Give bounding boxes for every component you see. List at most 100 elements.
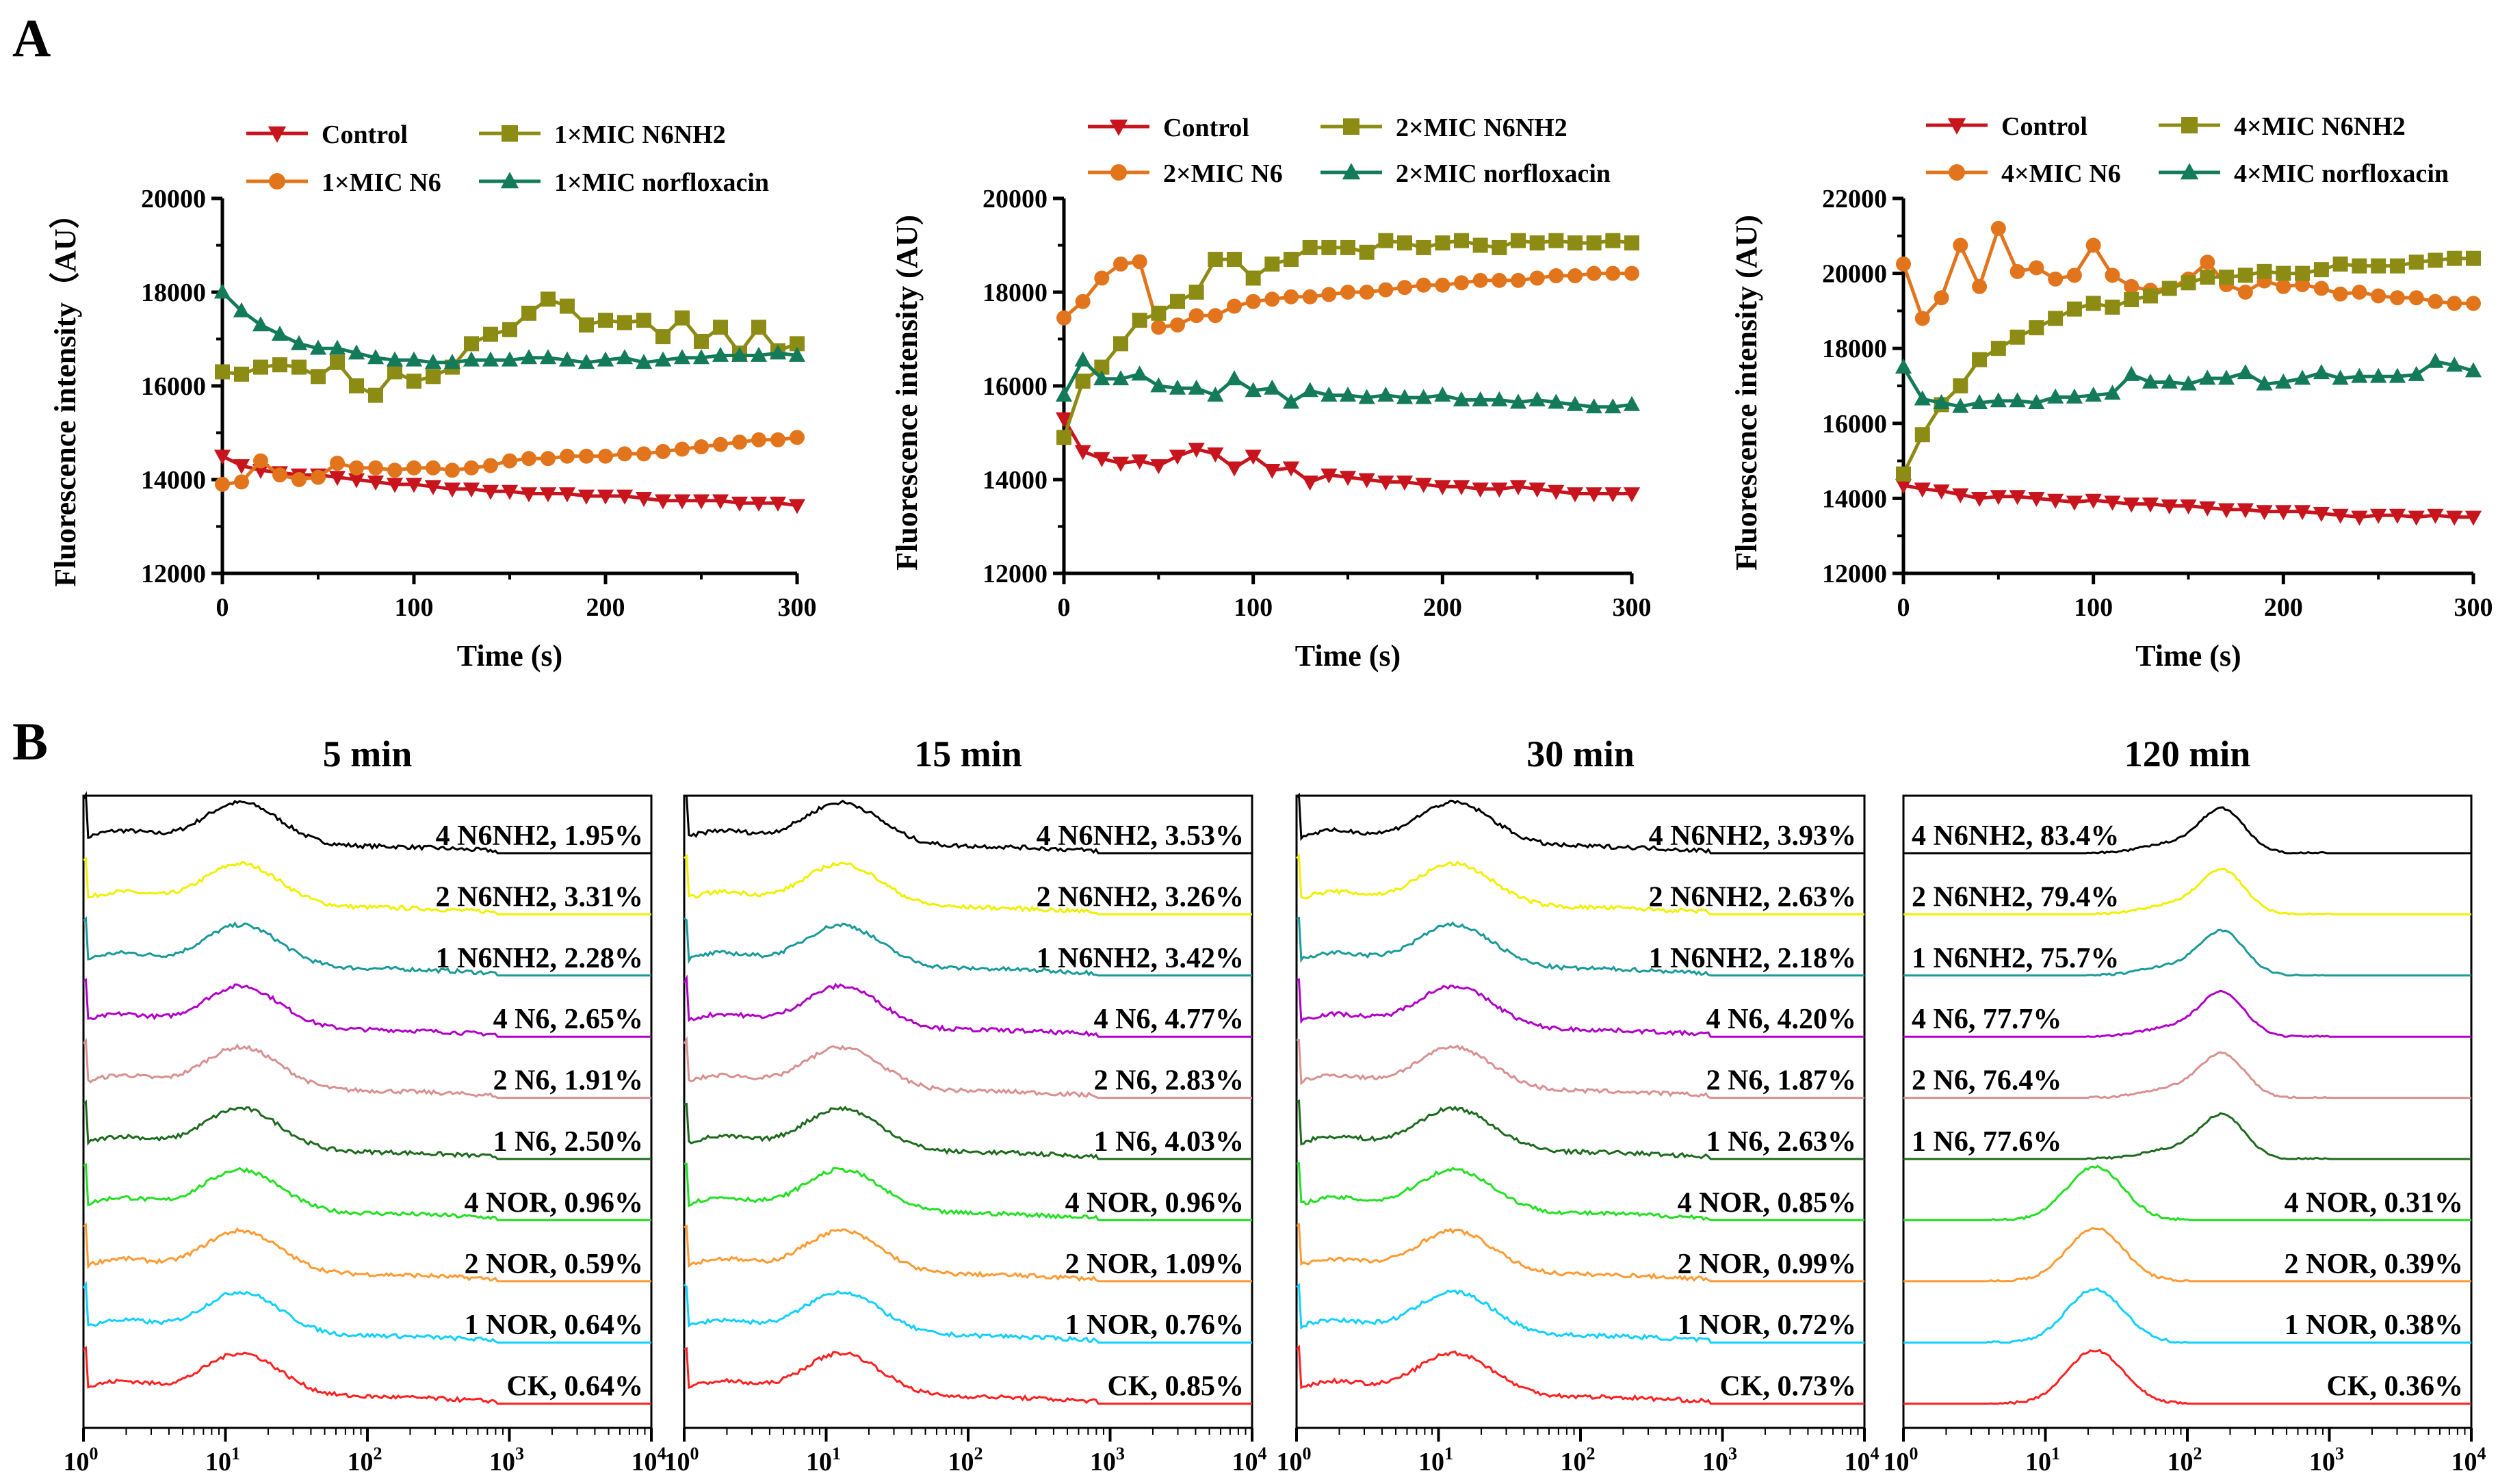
x-tick-exponent: 3	[515, 1444, 524, 1463]
x-tick-label: 101	[2025, 1444, 2060, 1476]
histogram-trace: 4 NOR, 0.96%	[684, 1162, 1252, 1221]
data-point	[367, 349, 385, 365]
histogram-label: 1 NOR, 0.64%	[465, 1310, 643, 1341]
data-point	[1529, 235, 1545, 251]
data-point	[1990, 341, 2006, 356]
data-point	[2009, 490, 2026, 506]
histogram-label: 2 NOR, 0.99%	[1678, 1249, 1856, 1280]
data-point	[655, 329, 671, 345]
data-point	[330, 354, 345, 370]
legend-entry: 2×MIC N6NH2	[1320, 114, 1567, 142]
data-point	[1896, 256, 1911, 272]
legend-entry: Control	[1088, 114, 1249, 142]
histogram-trace: 1 NOR, 0.64%	[82, 1281, 651, 1344]
data-point	[1225, 370, 1243, 386]
data-point	[443, 354, 461, 369]
data-point	[1434, 387, 1451, 402]
x-tick-exponent: 2	[374, 1444, 382, 1463]
data-point	[2313, 506, 2330, 522]
series-4-mic-n6nh2	[1896, 250, 2481, 482]
x-tick-label: 300	[778, 593, 817, 622]
histogram-label: 4 N6NH2, 83.4%	[1912, 820, 2119, 852]
histogram-line	[683, 1284, 1252, 1344]
data-point	[483, 458, 498, 473]
histogram-trace: 4 N6, 77.7%	[1903, 989, 2471, 1038]
histogram-trace: 2 NOR, 0.39%	[1903, 1227, 2471, 1283]
histogram-line	[1903, 1112, 2471, 1160]
series-control	[1055, 412, 1641, 503]
y-tick-label: 18000	[141, 278, 206, 307]
data-point	[1472, 237, 1488, 253]
data-point	[751, 320, 766, 335]
data-point	[501, 484, 519, 500]
data-point	[1548, 233, 1564, 248]
histogram-trace: CK, 0.64%	[83, 1346, 651, 1405]
histogram-label: 1 N6NH2, 2.28%	[436, 943, 643, 974]
histogram-label: 2 NOR, 0.39%	[2285, 1249, 2463, 1280]
data-point	[751, 432, 766, 447]
x-tick-exponent: 2	[974, 1444, 983, 1463]
data-point	[1245, 270, 1261, 286]
data-point	[2009, 329, 2025, 345]
data-point	[1472, 391, 1489, 406]
data-point	[2009, 392, 2026, 408]
histogram-line	[684, 917, 1252, 977]
data-point	[1227, 298, 1242, 314]
data-point	[1320, 468, 1338, 484]
data-point	[1094, 359, 1110, 375]
data-point	[215, 364, 230, 380]
panel-title: 120 min	[2124, 733, 2251, 774]
histogram-line	[82, 1099, 651, 1160]
legend-entry: 1×MIC N6NH2	[479, 120, 726, 149]
data-point	[675, 441, 690, 457]
data-point	[233, 302, 250, 317]
x-tick-label: 100	[664, 1444, 699, 1476]
data-point	[483, 326, 498, 342]
data-point	[731, 346, 749, 362]
histogram-line	[82, 791, 651, 855]
data-point	[692, 349, 710, 365]
histogram-label: CK, 0.64%	[507, 1371, 644, 1403]
panel-title: 5 min	[323, 733, 413, 774]
histogram-line	[1296, 1162, 1864, 1221]
data-point	[2009, 263, 2025, 279]
y-tick-label: 14000	[1822, 484, 1887, 513]
x-axis-label: Time (s)	[457, 639, 562, 673]
x-tick-label: 0	[1897, 593, 1910, 622]
x-tick-label: 100	[1884, 1444, 1918, 1476]
data-point	[368, 387, 383, 403]
legend-label: 1×MIC norfloxacin	[554, 168, 769, 197]
legend-entry: 1×MIC norfloxacin	[479, 168, 769, 197]
data-point	[788, 346, 806, 362]
data-point	[1623, 487, 1641, 503]
y-tick-label: 12000	[1822, 560, 1887, 588]
data-point	[1972, 278, 1988, 294]
data-point	[2028, 492, 2045, 508]
series-line	[1062, 239, 1632, 439]
legend-entry: 2×MIC N6	[1088, 159, 1283, 188]
data-point	[1970, 394, 1988, 410]
data-point	[1624, 235, 1639, 251]
x-tick-label: 102	[1561, 1444, 1596, 1476]
data-point	[1378, 282, 1394, 298]
data-point	[2237, 503, 2254, 519]
data-point	[386, 351, 404, 367]
data-point	[1605, 265, 1621, 281]
data-point	[1074, 445, 1091, 460]
data-point	[1472, 482, 1489, 498]
histogram-label: 2 N6NH2, 3.26%	[1037, 881, 1244, 913]
data-point	[1416, 277, 1431, 293]
data-point	[1109, 119, 1128, 136]
histogram-trace: 1 N6NH2, 75.7%	[1903, 928, 2471, 977]
data-point	[1112, 456, 1130, 472]
data-point	[1113, 256, 1128, 272]
histogram-line	[82, 1281, 651, 1344]
histogram-trace: 1 N6, 77.6%	[1903, 1112, 2471, 1160]
histogram-trace: 4 N6NH2, 3.53%	[684, 794, 1252, 855]
data-point	[2217, 503, 2235, 519]
legend-entry: 4×MIC N6NH2	[2159, 112, 2406, 141]
data-point	[253, 359, 268, 375]
data-point	[1491, 391, 1508, 406]
data-point	[2047, 388, 2064, 404]
histogram-label: 1 NOR, 0.72%	[1678, 1310, 1856, 1341]
